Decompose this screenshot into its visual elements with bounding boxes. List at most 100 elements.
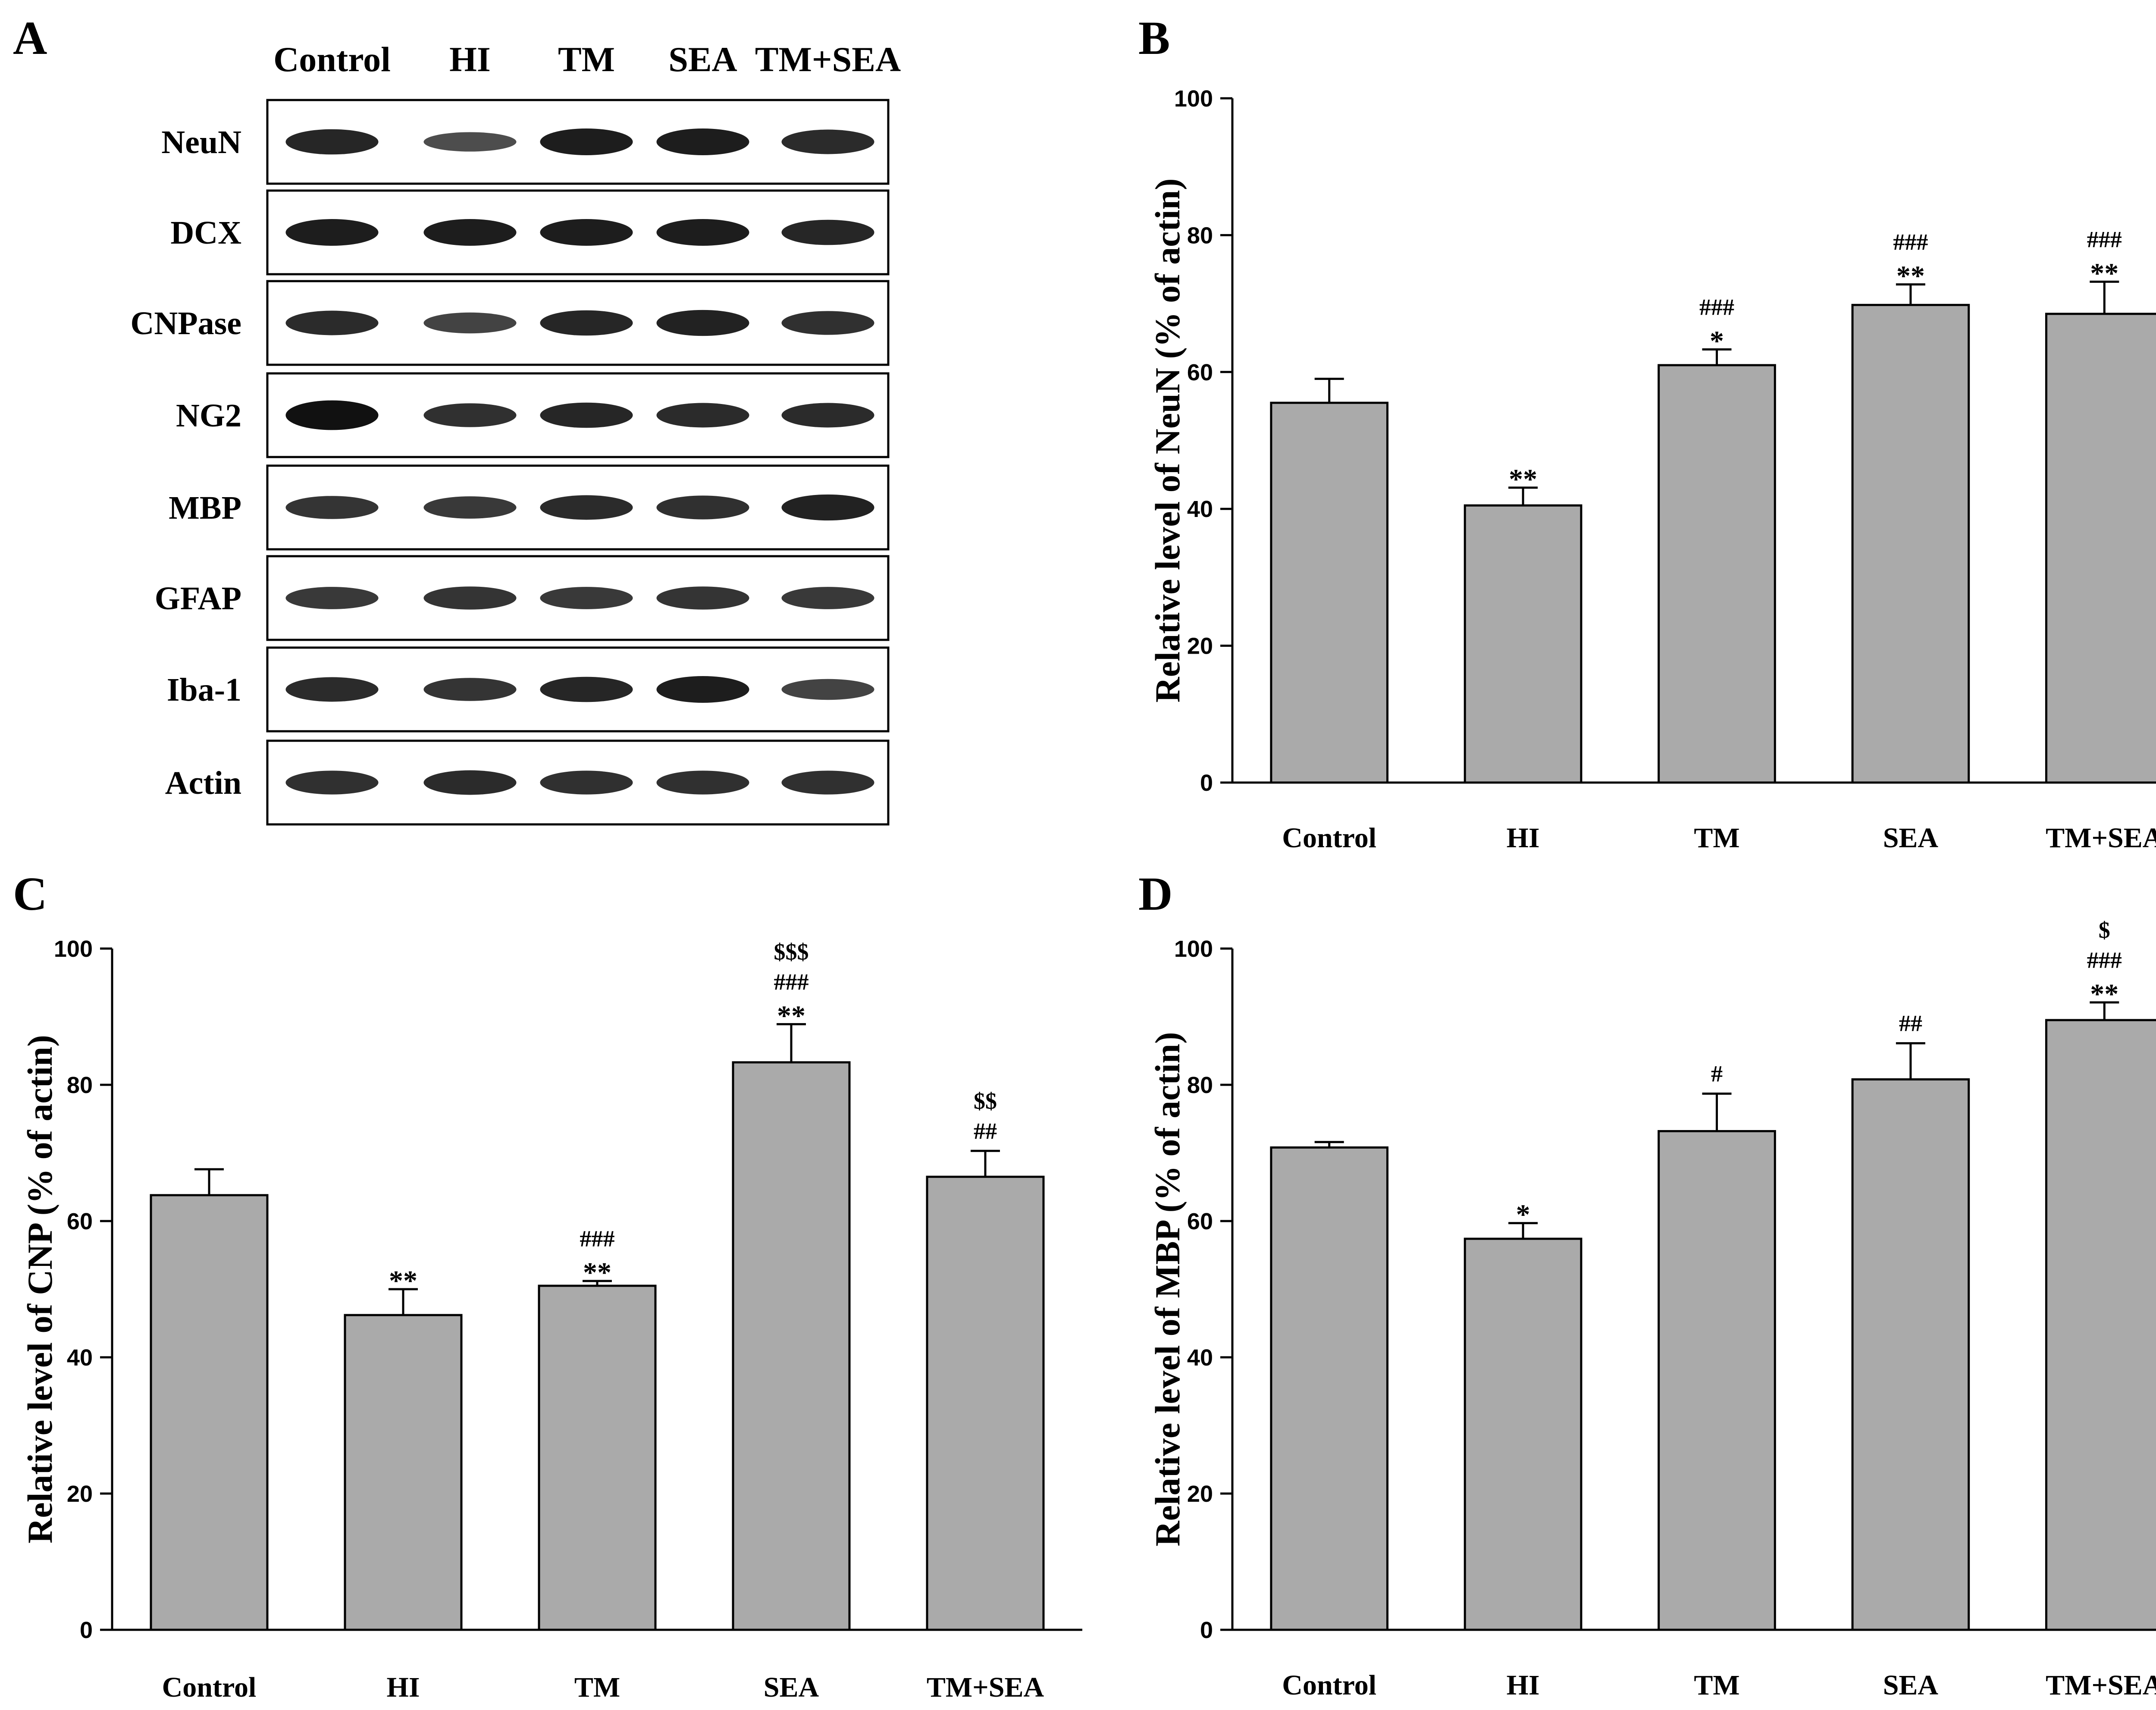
blot-band	[423, 219, 517, 246]
blot-row: CNPase	[130, 280, 890, 366]
blot-band	[423, 586, 517, 610]
blot-row: NG2	[176, 372, 890, 458]
significance-marker: **	[2090, 978, 2118, 1010]
blot-band	[656, 310, 749, 336]
y-tick-label: 100	[1174, 86, 1213, 112]
blot-band	[540, 128, 633, 155]
bar-hi	[1463, 504, 1583, 784]
significance-marker: ###	[1699, 294, 1734, 320]
blot-band	[423, 132, 517, 152]
bar-tm	[538, 1284, 657, 1631]
y-tick-label: 40	[1187, 1345, 1213, 1371]
significance-marker: **	[583, 1257, 611, 1288]
significance-marker: **	[1509, 464, 1537, 495]
blot-band	[423, 496, 517, 519]
panel-letter-a: A	[13, 12, 47, 64]
x-category-label: Control	[162, 1672, 257, 1703]
blot-row: NeuN	[161, 99, 890, 185]
blot-band	[285, 129, 379, 155]
blot-band	[423, 678, 517, 701]
bar-tm-plus-sea	[2045, 313, 2156, 784]
blot-band	[656, 586, 749, 610]
blot-band	[540, 219, 633, 246]
blot-band	[423, 312, 517, 334]
blot-protein-label: NG2	[176, 398, 241, 434]
bar-sea	[1851, 304, 1970, 784]
blot-band	[540, 495, 633, 520]
blot-band	[423, 770, 517, 795]
blot-band	[285, 310, 379, 335]
y-axis-label: Relative level of MBP (% of actin)	[1148, 1032, 1187, 1546]
blot-band	[656, 495, 749, 520]
significance-marker: #	[1711, 1061, 1723, 1087]
significance-marker: ###	[2087, 226, 2122, 252]
blot-protein-label: Iba-1	[167, 672, 241, 708]
bar-tm-plus-sea	[2045, 1019, 2156, 1631]
blot-band	[656, 219, 749, 246]
bar-tm	[1658, 364, 1776, 784]
y-tick-label: 20	[1187, 633, 1213, 659]
x-category-label: TM	[1694, 1669, 1739, 1701]
blot-band	[540, 587, 633, 609]
blot-band	[540, 770, 633, 795]
blot-band	[781, 403, 874, 428]
bar-control	[1270, 401, 1389, 784]
x-category-label: SEA	[1883, 822, 1939, 854]
x-category-label: TM	[574, 1672, 620, 1703]
blot-protein-label: MBP	[169, 490, 241, 526]
y-tick-label: 80	[1187, 1072, 1213, 1098]
blot-band	[285, 496, 379, 519]
blot-protein-label: CNPase	[130, 305, 241, 341]
significance-marker: ###	[1893, 229, 1928, 255]
blot-protein-label: Actin	[165, 765, 241, 801]
y-tick-label: 60	[1187, 1209, 1213, 1234]
panel-letter-c: C	[13, 868, 47, 920]
x-category-label: Control	[1282, 1669, 1376, 1701]
bar-control	[150, 1194, 269, 1631]
significance-marker: ###	[580, 1226, 615, 1252]
y-tick-label: 40	[1187, 496, 1213, 522]
x-category-label: SEA	[1883, 1669, 1939, 1701]
significance-marker: **	[389, 1265, 417, 1297]
blot-band	[656, 676, 749, 703]
significance-marker: ###	[2087, 947, 2122, 973]
y-tick-label: 0	[80, 1617, 93, 1643]
y-tick-label: 80	[67, 1072, 93, 1098]
chart-neun: Relative level of NeuN (% of actin) 0 20 40…	[1148, 86, 2156, 854]
x-category-label: TM+SEA	[2046, 1669, 2156, 1701]
blot-protein-label: DCX	[170, 215, 241, 251]
blot-band	[781, 679, 874, 700]
significance-marker: **	[2090, 257, 2118, 289]
blot-band	[540, 310, 633, 336]
blot-band	[285, 770, 379, 795]
x-category-label: TM+SEA	[2046, 822, 2156, 854]
panel-letter-d: D	[1138, 868, 1172, 920]
western-blot-panel: Control HI TM SEA TM+SEA NeuN DCX CNPase NG2 MBP G…	[130, 40, 901, 826]
blot-lane-label: HI	[449, 40, 491, 79]
blot-band	[781, 770, 874, 795]
x-category-label: TM	[1694, 822, 1739, 854]
blot-band	[423, 403, 517, 427]
significance-marker: ##	[974, 1118, 997, 1144]
blot-lane-label: TM+SEA	[755, 40, 901, 79]
significance-marker: **	[1896, 260, 1925, 292]
blot-protein-label: NeuN	[161, 124, 241, 160]
x-category-label: HI	[1507, 822, 1540, 854]
blot-band	[285, 219, 379, 246]
blot-row: DCX	[170, 189, 890, 276]
blot-band	[285, 677, 379, 702]
blot-lane-label: Control	[273, 40, 391, 79]
blot-row: GFAP	[155, 555, 890, 641]
x-category-label: HI	[1507, 1669, 1540, 1701]
blot-band	[781, 129, 874, 154]
y-axis-label: Relative level of NeuN (% of actin)	[1148, 179, 1187, 703]
panel-letter-b: B	[1138, 12, 1170, 64]
y-axis-label: Relative level of CNP (% of actin)	[20, 1035, 60, 1544]
blot-row: Actin	[165, 739, 890, 826]
y-tick-label: 100	[54, 936, 93, 962]
x-category-label: Control	[1282, 822, 1376, 854]
blot-band	[656, 128, 749, 155]
y-tick-label: 20	[1187, 1481, 1213, 1507]
chart-cnp: Relative level of CNP (% of actin) 0 20 40 6…	[20, 936, 1082, 1703]
